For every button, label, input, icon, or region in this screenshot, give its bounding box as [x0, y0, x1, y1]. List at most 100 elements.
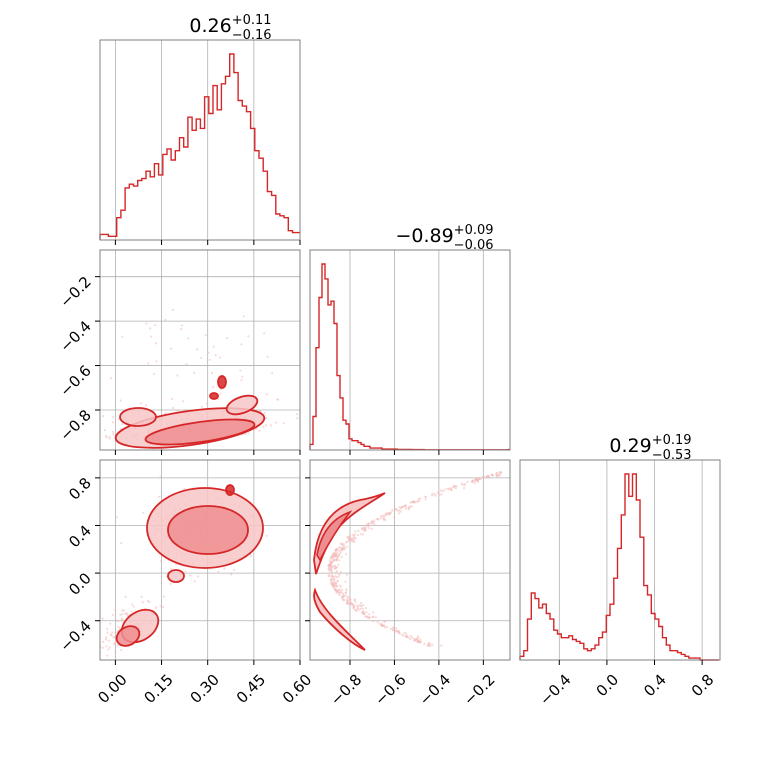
tick-label-x: −0.4: [416, 671, 454, 709]
scatter-point: [282, 422, 285, 425]
scatter-point: [334, 589, 338, 592]
scatter-point: [397, 512, 400, 515]
scatter-point: [359, 607, 362, 611]
scatter-point: [130, 610, 133, 613]
scatter-point: [385, 512, 388, 515]
scatter-point: [150, 335, 153, 338]
scatter-point: [159, 559, 162, 562]
scatter-point: [111, 613, 114, 616]
scatter-point: [170, 567, 173, 571]
scatter-point: [214, 354, 217, 357]
scatter-point: [171, 406, 174, 410]
scatter-point: [114, 631, 117, 634]
scatter-point: [407, 508, 410, 511]
tick-label-x: 0.8: [688, 671, 718, 701]
scatter-point: [331, 554, 334, 557]
scatter-point: [381, 514, 384, 517]
scatter-point: [338, 546, 342, 549]
scatter-point: [338, 554, 341, 557]
scatter-point: [349, 598, 352, 602]
scatter-point: [363, 526, 366, 529]
tick-label-x: 0.0: [593, 671, 623, 701]
scatter-point: [347, 602, 350, 606]
scatter-point: [447, 487, 450, 490]
scatter-point: [399, 507, 403, 510]
scatter-point: [102, 640, 105, 644]
scatter-point: [332, 551, 335, 554]
scatter-point: [336, 555, 339, 558]
scatter-point: [352, 533, 355, 537]
histogram-title: −0.89+0.09 −0.06: [395, 223, 493, 253]
scatter-point: [335, 547, 339, 551]
scatter-point: [341, 595, 344, 598]
scatter-point: [330, 568, 333, 571]
scatter-point: [355, 609, 358, 612]
scatter-point: [427, 643, 430, 646]
scatter-point: [356, 533, 360, 537]
scatter-point: [382, 518, 386, 521]
scatter-point: [255, 427, 258, 430]
scatter-point: [153, 372, 156, 376]
scatter-point: [265, 417, 268, 420]
scatter-point: [239, 369, 242, 372]
scatter-point: [404, 504, 407, 507]
scatter-point: [328, 569, 331, 572]
panel-frame: [99, 39, 301, 241]
scatter-point: [187, 337, 190, 340]
scatter-point: [391, 629, 394, 632]
scatter-point: [391, 509, 394, 512]
contour-island: [209, 392, 219, 400]
scatter-point: [491, 474, 494, 477]
scatter-point: [139, 402, 142, 405]
scatter-point: [381, 624, 384, 627]
panel-frame: [309, 249, 511, 451]
title-median: 0.29: [609, 435, 651, 457]
scatter-point: [265, 534, 268, 537]
scatter-point: [105, 638, 108, 641]
scatter-point: [121, 609, 124, 612]
scatter-point: [409, 637, 412, 641]
scatter-point: [335, 566, 339, 569]
scatter-point: [368, 616, 372, 619]
scatter-point: [263, 411, 266, 414]
data-layer: [99, 53, 719, 661]
tick-label-x: 0.60: [279, 671, 315, 707]
scatter-point: [105, 645, 108, 648]
scatter-point: [496, 471, 499, 474]
scatter-point: [371, 527, 374, 530]
scatter-point: [242, 315, 245, 318]
panel-frame: [99, 459, 301, 661]
scatter-point: [121, 335, 124, 338]
scatter-point: [240, 379, 243, 382]
scatter-point: [120, 648, 123, 652]
scatter-point: [266, 355, 269, 358]
scatter-point: [444, 488, 447, 491]
scatter-point: [333, 579, 336, 583]
scatter-point: [340, 556, 343, 559]
scatter-point: [344, 591, 347, 594]
scatter-point: [331, 559, 334, 562]
scatter-point: [142, 511, 145, 514]
scatter-point: [335, 576, 338, 579]
scatter-point: [479, 477, 482, 481]
scatter-point: [112, 433, 115, 436]
scatter-point: [330, 581, 333, 584]
scatter-point: [122, 609, 125, 612]
scatter-point: [462, 487, 466, 490]
scatter-point: [148, 600, 151, 604]
scatter-point: [416, 635, 419, 638]
scatter-point: [360, 601, 363, 605]
contour-lobe: [225, 394, 259, 416]
scatter-point: [274, 421, 277, 424]
scatter-point: [336, 551, 339, 554]
tick-label-y: 0.8: [65, 474, 95, 504]
scatter-point: [171, 397, 174, 400]
scatter-point: [365, 611, 368, 614]
scatter-point: [419, 497, 422, 500]
title-plus: +0.19: [652, 433, 692, 448]
scatter-point: [340, 570, 343, 574]
title-minus: −0.16: [232, 28, 272, 43]
scatter-point: [296, 417, 299, 420]
scatter-point: [410, 634, 413, 638]
scatter-point: [121, 613, 124, 616]
